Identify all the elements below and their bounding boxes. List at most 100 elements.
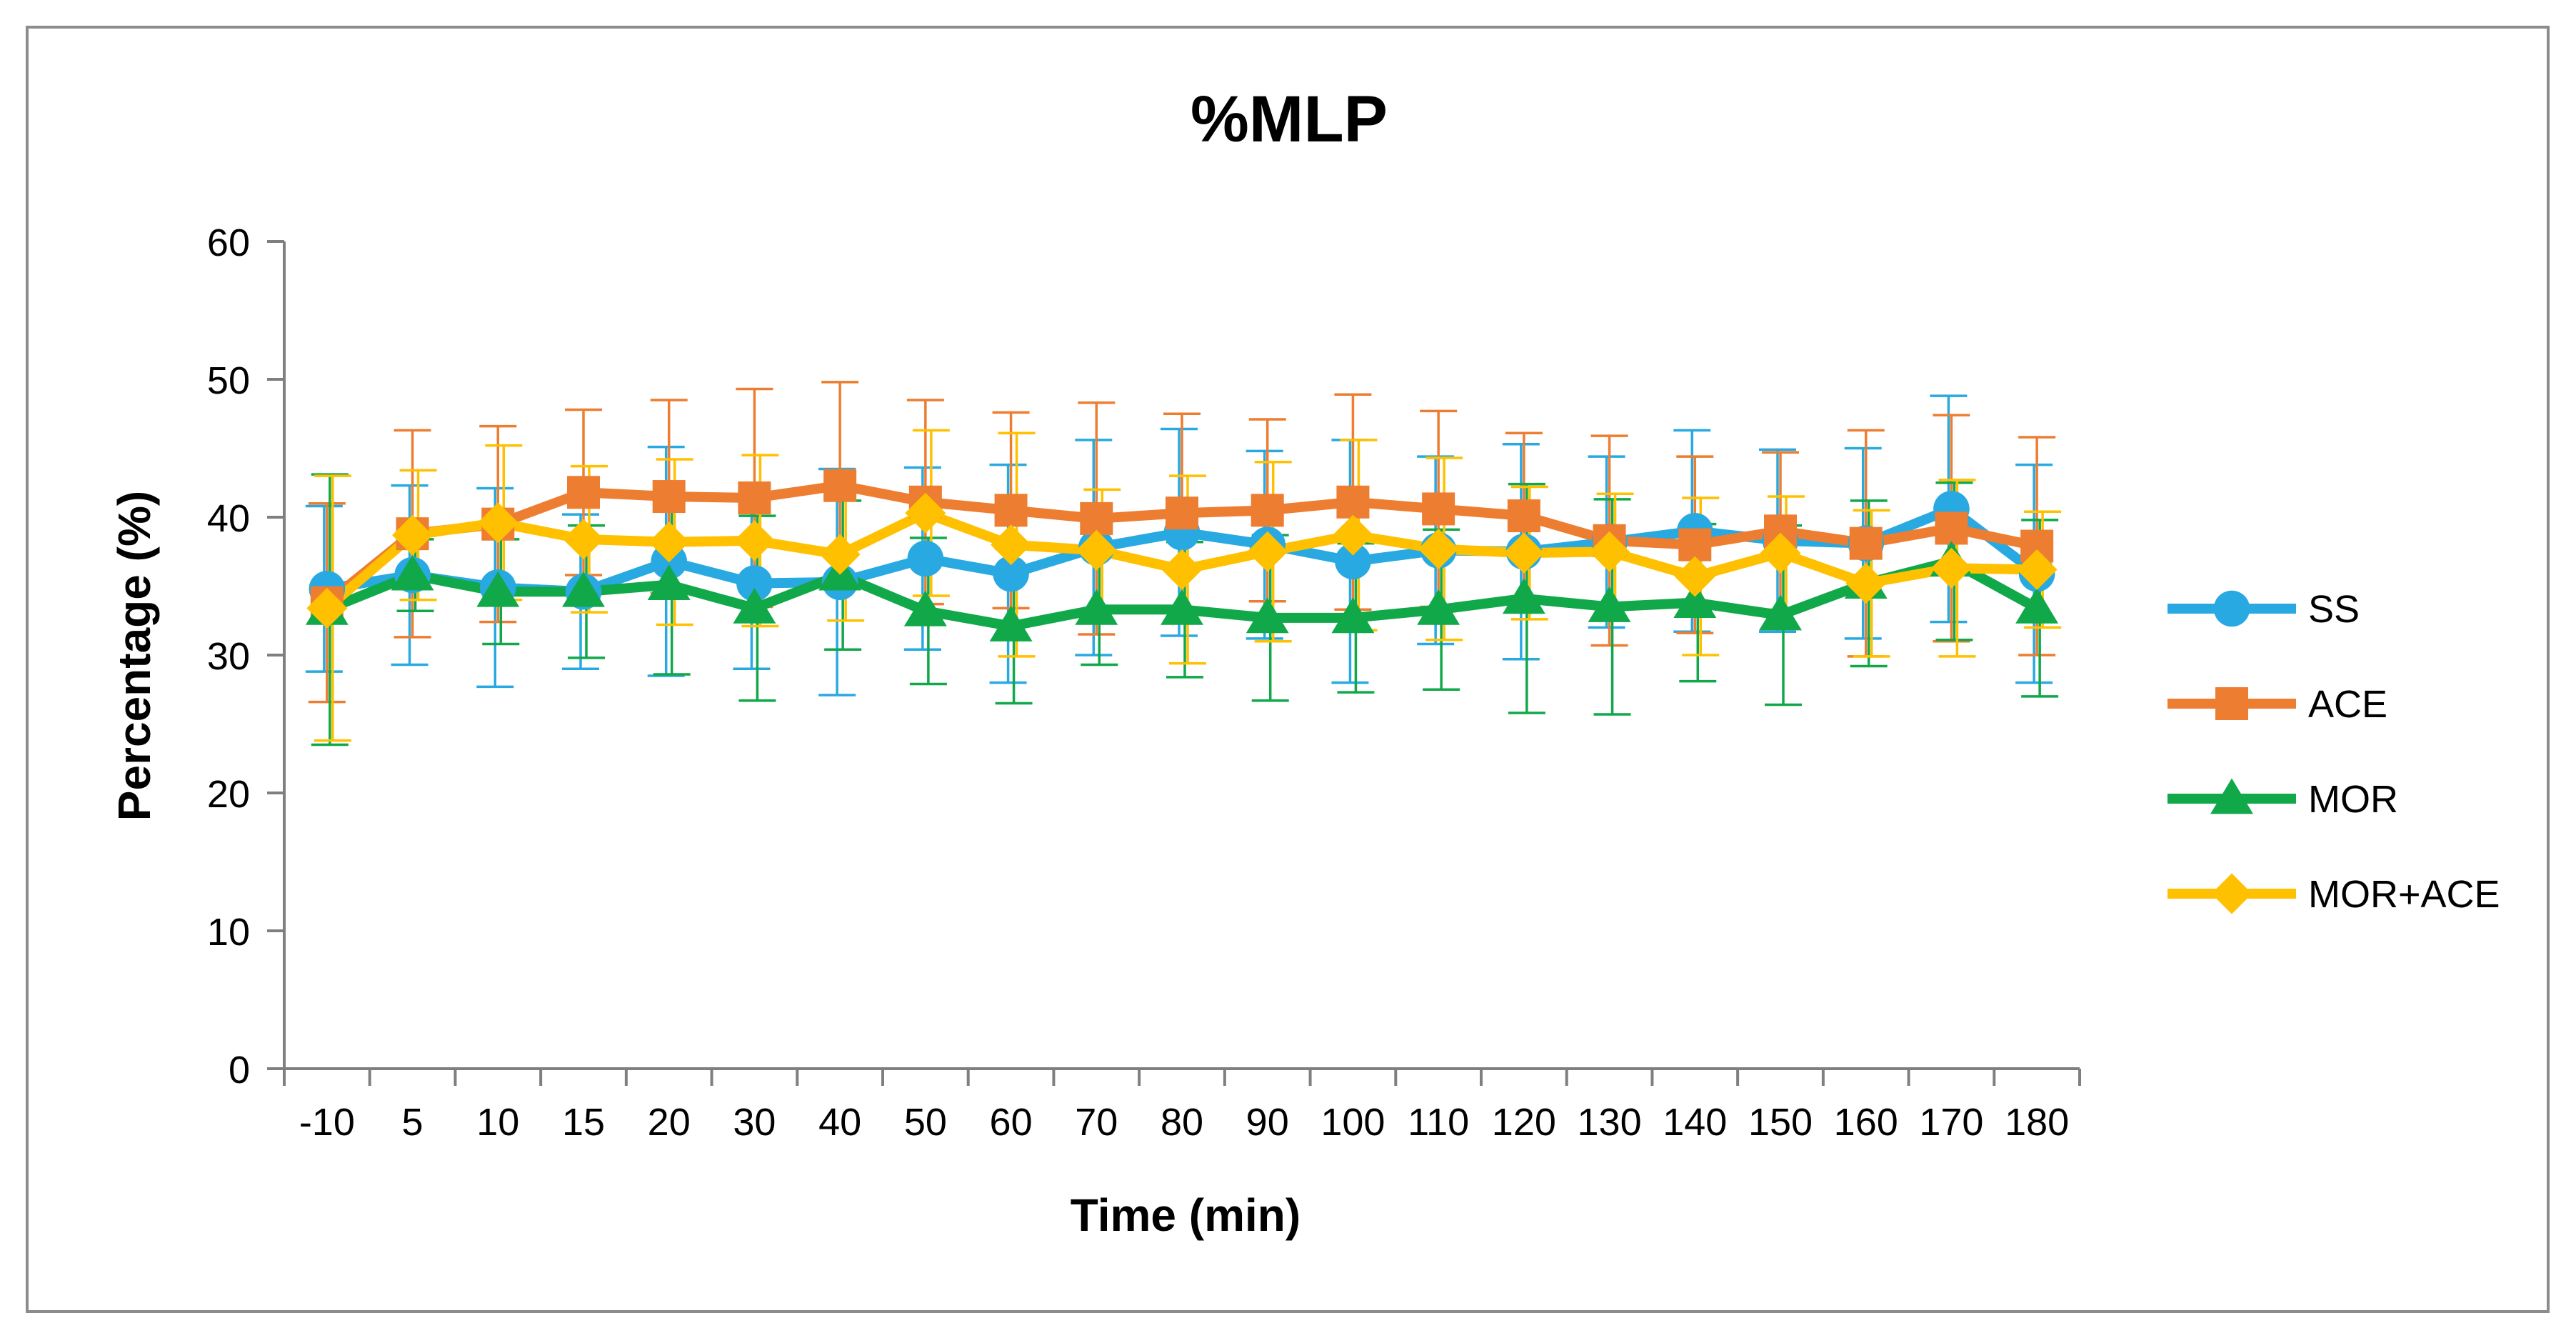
data-point bbox=[477, 502, 518, 544]
data-point bbox=[1076, 529, 1117, 571]
x-tick-label: 5 bbox=[402, 1101, 424, 1144]
data-point bbox=[733, 587, 776, 624]
x-tick-label: 15 bbox=[562, 1101, 605, 1144]
data-point bbox=[1503, 532, 1545, 574]
data-point bbox=[1075, 589, 1118, 625]
data-point bbox=[1246, 597, 1289, 634]
data-point bbox=[1673, 582, 1717, 619]
legend-marker bbox=[2213, 590, 2250, 627]
legend-label: SS bbox=[2308, 588, 2360, 631]
y-tick-label: 50 bbox=[207, 359, 250, 402]
data-point bbox=[738, 481, 771, 514]
data-point bbox=[2016, 549, 2058, 590]
x-tick-label: 180 bbox=[2005, 1101, 2069, 1144]
data-point bbox=[1759, 594, 1802, 631]
data-point bbox=[1849, 526, 1883, 560]
x-tick-label: 60 bbox=[990, 1101, 1033, 1144]
data-point bbox=[1166, 496, 1198, 530]
data-point bbox=[991, 524, 1032, 566]
data-point bbox=[1332, 514, 1373, 556]
y-tick-label: 0 bbox=[229, 1049, 250, 1092]
data-point bbox=[819, 534, 861, 575]
data-point bbox=[1161, 589, 1203, 625]
x-tick-label: 100 bbox=[1320, 1101, 1385, 1144]
legend-marker bbox=[2211, 873, 2252, 914]
data-point bbox=[1588, 586, 1631, 622]
data-point bbox=[1502, 578, 1545, 614]
x-tick-label: 50 bbox=[904, 1101, 947, 1144]
data-point bbox=[989, 605, 1033, 641]
data-point bbox=[1674, 556, 1715, 597]
data-point bbox=[1845, 563, 1887, 604]
x-tick-label: 40 bbox=[818, 1101, 861, 1144]
data-point bbox=[1080, 501, 1113, 535]
x-tick-label: 10 bbox=[476, 1101, 519, 1144]
data-point bbox=[562, 571, 605, 607]
data-point bbox=[652, 480, 686, 514]
y-tick-label: 10 bbox=[207, 911, 250, 954]
data-point bbox=[567, 476, 600, 509]
y-tick-label: 20 bbox=[207, 773, 250, 816]
x-tick-label: 120 bbox=[1492, 1101, 1556, 1144]
x-tick-label: 140 bbox=[1663, 1101, 1727, 1144]
legend-label: MOR+ACE bbox=[2308, 873, 2500, 916]
legend-label: MOR bbox=[2308, 778, 2398, 821]
y-tick-label: 60 bbox=[207, 221, 250, 264]
x-tick-label: 30 bbox=[733, 1101, 776, 1144]
data-point bbox=[903, 590, 947, 626]
data-point bbox=[391, 554, 434, 591]
x-tick-label: 90 bbox=[1246, 1101, 1289, 1144]
x-tick-label: -10 bbox=[299, 1101, 355, 1144]
data-point bbox=[733, 520, 775, 561]
chart-border bbox=[26, 26, 2550, 1313]
y-tick-label: 30 bbox=[207, 635, 250, 678]
legend-marker bbox=[2210, 778, 2253, 814]
data-point bbox=[306, 587, 348, 629]
legend: SS ACE MOR MOR+ACE bbox=[2167, 588, 2500, 916]
data-point bbox=[1935, 511, 1968, 545]
data-point bbox=[1331, 597, 1375, 634]
y-axis-label: Percentage (%) bbox=[109, 491, 160, 821]
x-tick-label: 160 bbox=[1834, 1101, 1898, 1144]
data-point bbox=[1678, 528, 1712, 561]
legend-marker bbox=[2215, 687, 2248, 720]
x-tick-label: 70 bbox=[1075, 1101, 1118, 1144]
x-tick-label: 20 bbox=[648, 1101, 691, 1144]
data-point bbox=[1336, 485, 1370, 519]
data-point bbox=[823, 469, 857, 502]
data-point bbox=[1335, 543, 1371, 580]
data-point bbox=[994, 494, 1028, 527]
data-point bbox=[993, 555, 1029, 592]
y-tick-label: 40 bbox=[207, 497, 250, 540]
data-point bbox=[392, 514, 433, 556]
data-point bbox=[1589, 531, 1630, 572]
data-point bbox=[1161, 549, 1203, 590]
x-tick-label: 80 bbox=[1161, 1101, 1203, 1144]
data-point bbox=[647, 564, 691, 600]
data-point bbox=[1760, 532, 1801, 574]
data-point bbox=[1417, 589, 1460, 625]
x-tick-label: 130 bbox=[1578, 1101, 1642, 1144]
data-point bbox=[1422, 492, 1455, 526]
data-point bbox=[907, 540, 944, 577]
data-point bbox=[1507, 499, 1540, 533]
data-point bbox=[1418, 528, 1459, 569]
chart-title: %MLP bbox=[1191, 83, 1388, 156]
x-tick-label: 170 bbox=[1919, 1101, 1983, 1144]
data-point bbox=[1930, 547, 1972, 589]
data-point bbox=[905, 492, 946, 534]
data-point bbox=[476, 571, 520, 607]
legend-label: ACE bbox=[2308, 683, 2387, 726]
data-point bbox=[1247, 531, 1288, 572]
x-axis-label: Time (min) bbox=[1071, 1189, 1300, 1241]
data-point bbox=[2015, 587, 2059, 624]
x-tick-label: 150 bbox=[1748, 1101, 1813, 1144]
x-tick-label: 110 bbox=[1408, 1101, 1469, 1144]
data-point bbox=[648, 521, 690, 563]
data-point bbox=[736, 565, 773, 601]
axes: 0 10 20 30 40 50 60 -10 5 10 15 20 30 40 50 60 70 80 90 100… bbox=[207, 221, 2081, 1144]
data-point bbox=[1251, 494, 1284, 527]
series-markers bbox=[305, 469, 2059, 641]
data-point bbox=[563, 519, 604, 560]
